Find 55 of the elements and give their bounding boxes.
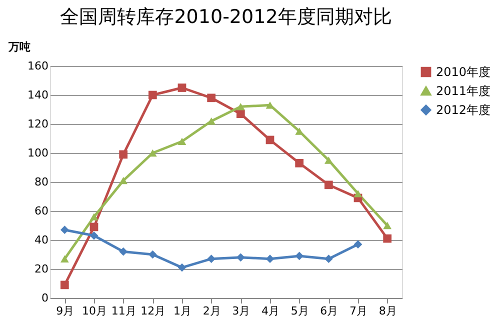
point [119,150,128,159]
point [354,240,362,249]
x-tick-label: 4月 [262,304,280,318]
point [354,190,362,198]
x-tick-label: 8月 [378,304,397,318]
point [324,254,333,264]
legend-label: 2011年度 [436,84,491,98]
point [60,255,69,262]
point [60,226,69,234]
y-tick-label: 40 [34,234,48,246]
point [383,222,392,230]
y-tick-label: 80 [34,176,48,188]
y-tick-label: 20 [34,262,48,276]
x-tick-label: 9月 [56,304,74,318]
x-tick-label: 7月 [350,304,368,318]
point [178,138,186,146]
point [178,84,186,92]
point [207,94,216,102]
point [178,263,186,272]
point [266,254,274,264]
y-tick-label: 120 [28,118,48,130]
x-tick-label: 6月 [320,304,338,318]
point [60,280,69,290]
point [324,180,333,190]
x-tick-label: 2月 [202,304,221,318]
point [90,231,98,240]
point [207,117,216,125]
y-tick-label: 160 [28,60,48,72]
legend-label: 2012年度 [436,103,491,117]
point [295,158,304,168]
point [295,252,304,260]
chart-title: 全国周转库存2010-2012年度同期对比 [60,6,392,28]
x-tick-label: 12月 [140,304,166,318]
point [236,110,245,118]
point [324,156,333,164]
point [148,250,157,259]
y-tick-label: 60 [34,204,48,218]
x-tick-label: 10月 [82,304,107,318]
point [383,234,392,243]
x-tick-label: 1月 [174,304,192,318]
x-tick-label: 11月 [111,304,136,318]
x-tick-label: 3月 [232,304,250,318]
y-tick-label: 100 [28,146,48,160]
point [119,247,128,256]
point [236,102,245,110]
point [90,222,98,232]
x-tick-label: 5月 [290,304,309,318]
point [90,213,98,220]
y-tick-label: 140 [28,88,48,102]
y-tick-label: 0 [42,292,48,304]
point [148,90,157,100]
legend-label: 2010年度 [436,65,491,79]
point [266,136,274,144]
point [119,176,128,184]
y-axis-title: 万吨 [8,40,30,54]
